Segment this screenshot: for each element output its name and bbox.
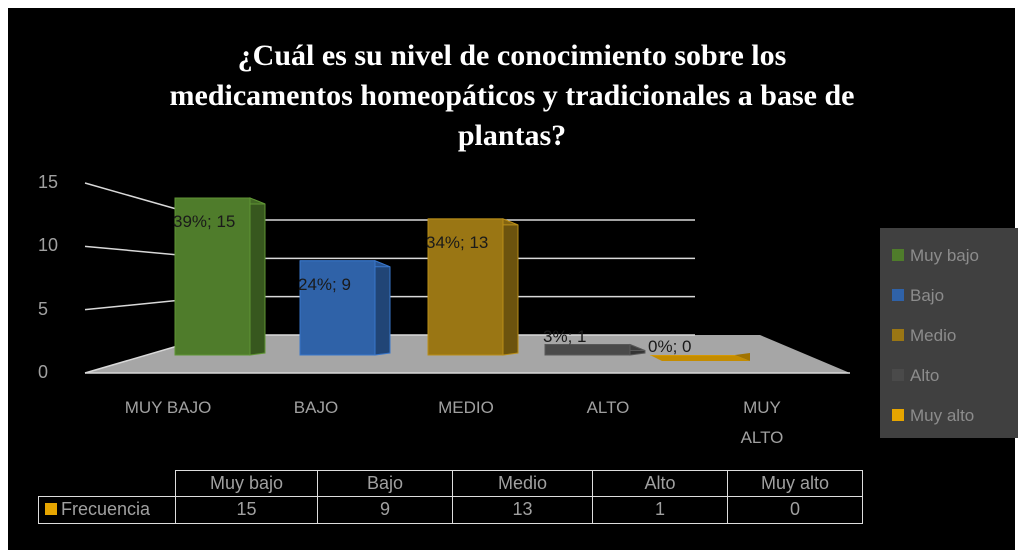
- bar-top: [650, 355, 750, 361]
- table-cell: 0: [727, 496, 863, 524]
- data-label: 34%; 13: [426, 232, 489, 252]
- x-tick-label: MEDIO: [438, 398, 494, 417]
- bar: [174, 197, 251, 356]
- legend-swatch: [892, 369, 904, 381]
- data-label: 24%; 9: [298, 274, 351, 294]
- bar: [427, 218, 504, 356]
- legend-item: Bajo: [892, 286, 944, 306]
- row-label-text: Frecuencia: [61, 499, 151, 519]
- legend-swatch: [892, 249, 904, 261]
- table-header: Medio: [452, 470, 593, 497]
- x-tick-label: BAJO: [293, 398, 339, 417]
- data-label: 0%; 0: [648, 337, 692, 356]
- y-tick-label: 0: [38, 362, 49, 382]
- bar: [544, 344, 631, 356]
- table-cell: 9: [317, 496, 453, 524]
- bar-side: [374, 260, 391, 356]
- legend-label: Muy alto: [910, 406, 975, 425]
- legend-item: Alto: [892, 366, 939, 386]
- table-row-label: Frecuencia: [38, 496, 176, 524]
- table-cell: 15: [175, 496, 318, 524]
- y-tick-label: 10: [38, 235, 59, 256]
- x-tick-label: MUY ALTO: [740, 398, 784, 447]
- table-header: Muy alto: [727, 470, 863, 497]
- bar: [299, 260, 376, 356]
- legend-label: Muy bajo: [910, 246, 979, 265]
- table-header: Muy bajo: [175, 470, 318, 497]
- bar-side: [735, 353, 750, 361]
- legend: Muy bajo Bajo Medio Alto Muy alto: [880, 228, 1018, 438]
- legend-label: Bajo: [910, 286, 945, 305]
- data-label: 39%; 15: [173, 212, 236, 231]
- legend-item: Muy bajo: [892, 246, 979, 266]
- y-tick-label: 15: [38, 172, 59, 192]
- legend-swatch: [892, 329, 904, 341]
- legend-label: Alto: [910, 366, 940, 385]
- data-label: 3%; 1: [543, 326, 587, 346]
- row-swatch: [45, 503, 57, 515]
- legend-item: Medio: [892, 326, 956, 346]
- legend-label: Medio: [910, 326, 957, 345]
- bar: [650, 355, 735, 356]
- table-cell: 1: [592, 496, 728, 524]
- bar-side: [502, 218, 519, 356]
- x-tick-label: ALTO: [586, 398, 630, 417]
- chart-title: ¿Cuál es su nivel de conocimiento sobre …: [169, 39, 855, 152]
- x-tick-label: MUY BAJO: [124, 398, 212, 417]
- legend-item: Muy alto: [892, 406, 974, 426]
- y-tick-label: 5: [38, 298, 49, 319]
- legend-swatch: [892, 409, 904, 421]
- table-cell: 13: [452, 496, 593, 524]
- bar-side: [249, 197, 266, 356]
- table-header: Alto: [592, 470, 728, 497]
- table-header: Bajo: [317, 470, 453, 497]
- legend-swatch: [892, 289, 904, 301]
